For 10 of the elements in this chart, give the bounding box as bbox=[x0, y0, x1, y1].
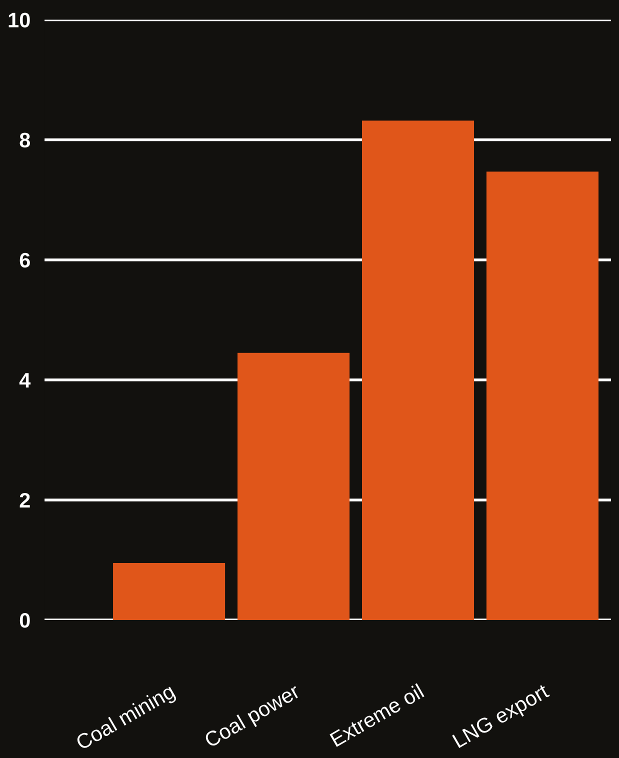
bar bbox=[362, 120, 474, 620]
bar bbox=[238, 352, 350, 620]
y-tick-label: 4 bbox=[19, 373, 31, 388]
y-tick-label: 0 bbox=[20, 613, 30, 628]
bar bbox=[113, 563, 226, 620]
y-tick-label: 2 bbox=[20, 492, 30, 508]
bar bbox=[486, 172, 599, 620]
y-tick-label: 6 bbox=[20, 252, 30, 268]
y-tick-label: 10 bbox=[8, 12, 30, 28]
y-tick-label: 8 bbox=[20, 132, 30, 148]
